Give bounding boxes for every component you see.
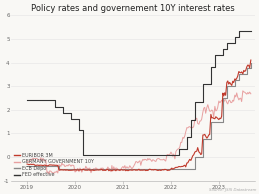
Text: Source: JSIS Datastream: Source: JSIS Datastream (209, 188, 256, 192)
Title: Policy rates and governement 10Y interest rates: Policy rates and governement 10Y interes… (31, 4, 235, 13)
Legend: EURIBOR 3M, GERMANY GOVERNMENT 10Y, ECB Depo, FED effective: EURIBOR 3M, GERMANY GOVERNMENT 10Y, ECB … (12, 151, 96, 179)
